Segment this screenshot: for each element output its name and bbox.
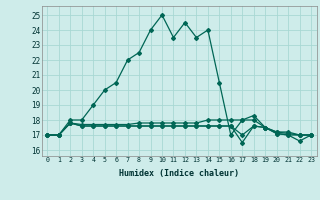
X-axis label: Humidex (Indice chaleur): Humidex (Indice chaleur)	[119, 169, 239, 178]
